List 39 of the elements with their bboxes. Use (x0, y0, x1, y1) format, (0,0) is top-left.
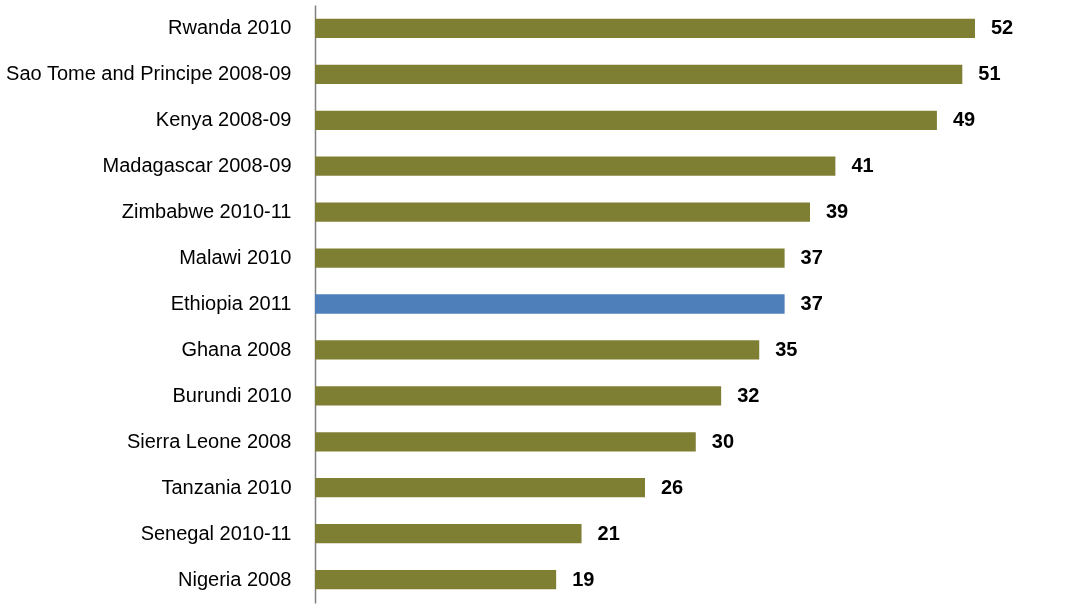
data-label: 26 (661, 475, 684, 498)
y-tick-label: Sierra Leone 2008 (126, 429, 292, 452)
data-label: 52 (991, 16, 1014, 39)
bar (315, 64, 963, 84)
data-label: 49 (952, 108, 976, 131)
bar (315, 110, 937, 130)
data-label: 51 (978, 62, 1001, 85)
data-label: 21 (597, 521, 620, 544)
bar (315, 156, 836, 176)
bar (315, 202, 810, 222)
y-tick-label: Ghana 2008 (181, 337, 292, 360)
bar (315, 18, 975, 39)
data-label: 30 (711, 429, 735, 452)
y-tick-label: Kenya 2008-09 (155, 108, 292, 131)
data-label: 32 (737, 383, 760, 406)
data-label: 19 (572, 567, 595, 590)
y-tick-label: Sao Tome and Principe 2008-09 (6, 62, 292, 85)
y-tick-label: Malawi 2010 (179, 246, 292, 269)
y-tick-label: Tanzania 2010 (161, 475, 292, 498)
bar (315, 248, 785, 268)
data-label: 37 (800, 246, 823, 269)
bar (315, 340, 760, 360)
data-label: 39 (826, 200, 849, 223)
y-tick-label: Nigeria 2008 (178, 567, 292, 590)
bar (315, 294, 785, 314)
y-tick-label: Zimbabwe 2010-11 (121, 200, 292, 223)
data-label: 41 (851, 154, 874, 177)
bar (315, 478, 645, 498)
data-label: 35 (775, 337, 798, 360)
data-label: 37 (800, 292, 823, 314)
bar (315, 386, 722, 406)
y-tick-label: Senegal 2010-11 (140, 521, 292, 544)
bar (315, 432, 696, 452)
bar (315, 524, 582, 544)
bar (315, 569, 557, 590)
y-tick-label: Ethiopia 2011 (170, 292, 292, 314)
y-tick-label: Madagascar 2008-09 (102, 154, 292, 177)
y-tick-label: Rwanda 2010 (168, 16, 292, 39)
y-tick-label: Burundi 2010 (172, 383, 292, 406)
